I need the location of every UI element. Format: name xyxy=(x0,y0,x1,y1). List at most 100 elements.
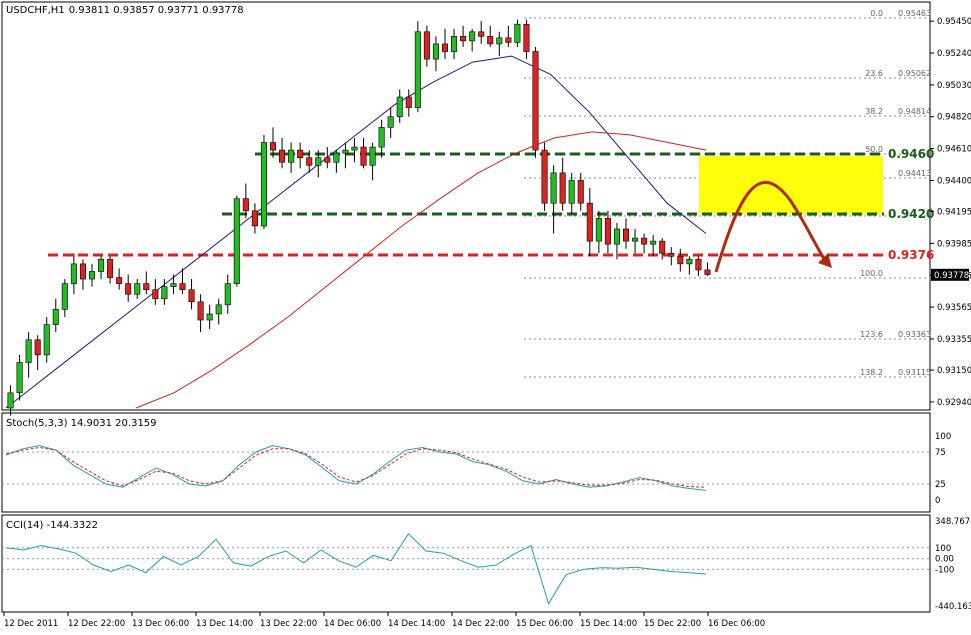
candle-bear xyxy=(460,36,467,42)
current-price-marker xyxy=(931,268,969,281)
candle-bull xyxy=(496,37,503,45)
stoch-tick-label: 25 xyxy=(935,480,946,490)
candle-bull xyxy=(25,339,32,363)
label-0-9460: 0.9460 xyxy=(888,147,934,161)
candle-bull xyxy=(224,283,231,306)
time-tick-label: 16 Dec 06:00 xyxy=(708,619,765,629)
price-tick-label: 0.95450 xyxy=(937,17,971,27)
fib-ratio-label: 23.6 xyxy=(865,69,883,78)
candle-bear xyxy=(505,37,512,43)
candle-bull xyxy=(288,149,295,163)
candle-bull xyxy=(432,43,439,60)
axis-layer: 0.95450 0.95240 0.95030 0.94820 0.94610 0.944… xyxy=(3,17,971,629)
candle-bear xyxy=(251,210,258,227)
fib-price-label: 0.95062 xyxy=(898,69,931,78)
candle-bull xyxy=(342,149,349,154)
time-tick-label: 12 Dec 2011 xyxy=(4,619,58,629)
candle-bull xyxy=(70,263,77,284)
cci-panel xyxy=(1,514,931,613)
candle-bear xyxy=(197,301,204,321)
candle-bear xyxy=(586,202,593,242)
candle-bear xyxy=(143,283,150,290)
price-tick-label: 0.93985 xyxy=(937,239,971,249)
time-tick-label: 14 Dec 14:00 xyxy=(388,619,445,629)
price-tick-label: 0.94610 xyxy=(937,145,971,155)
candle-bear xyxy=(279,149,286,163)
time-tick-label: 15 Dec 06:00 xyxy=(516,619,573,629)
candle-bull xyxy=(369,146,376,166)
candle-bull xyxy=(414,31,421,108)
candle-bull xyxy=(595,218,602,242)
forecast-arrow xyxy=(714,180,828,273)
moving-average-layer xyxy=(5,55,707,409)
candle-bull xyxy=(88,271,96,280)
resistance-zone xyxy=(699,156,883,214)
candle-bull xyxy=(568,180,575,204)
candle-bear xyxy=(423,31,430,60)
candle-bear xyxy=(622,228,630,242)
price-tick-label: 0.93150 xyxy=(937,366,971,376)
candle-bear xyxy=(34,339,41,356)
stoch-layer: 100 75 25 0 xyxy=(2,432,951,506)
candle-bear xyxy=(179,283,186,290)
label-0-9420: 0.9420 xyxy=(888,207,934,221)
candle-bull xyxy=(378,127,385,148)
candle-bear xyxy=(125,283,132,295)
candle-bull xyxy=(233,198,240,284)
candle-bull xyxy=(161,286,168,300)
moving-average-fast xyxy=(5,55,707,409)
fib-ratio-label: 138.2 xyxy=(860,368,883,377)
cci-tick-label: -440.163 xyxy=(935,602,971,612)
candle-bear xyxy=(659,240,666,254)
candle-bull xyxy=(134,283,141,295)
moving-average-slow xyxy=(135,131,707,409)
fib-ratio-label: 123.6 xyxy=(860,330,883,339)
candle-bear xyxy=(641,237,648,245)
stoch-main-line xyxy=(5,445,707,491)
stoch-tick-label: 100 xyxy=(935,432,951,442)
price-tick-label: 0.93565 xyxy=(937,303,971,313)
candle-bear xyxy=(577,180,584,204)
label-0-9376: 0.9376 xyxy=(888,248,934,262)
time-tick-label: 14 Dec 06:00 xyxy=(324,619,381,629)
candle-bull xyxy=(469,31,476,42)
candle-bear xyxy=(324,157,331,163)
candle-bear xyxy=(668,252,675,257)
cci-label: CCI(14) -144.3322 xyxy=(6,520,98,531)
candle-bear xyxy=(604,218,611,245)
candle-bull xyxy=(396,96,403,118)
candle-bear xyxy=(677,256,684,265)
candle-bull xyxy=(43,324,50,356)
time-tick-label: 15 Dec 14:00 xyxy=(580,619,637,629)
stoch-signal-line xyxy=(5,446,707,488)
fib-ratio-label: 50.0 xyxy=(865,145,883,154)
price-tick-label: 0.94820 xyxy=(937,113,971,123)
price-tick-label: 0.94195 xyxy=(937,208,971,218)
candle-bear xyxy=(695,259,702,271)
candle-bear xyxy=(532,51,539,151)
fib-price-label: 0.94413 xyxy=(898,169,931,178)
time-tick-label: 13 Dec 22:00 xyxy=(260,619,317,629)
annotation-layer: 0.9460 0.9420 0.9376 xyxy=(48,147,934,273)
price-tick-label: 0.93355 xyxy=(937,335,971,345)
time-tick-label: 15 Dec 22:00 xyxy=(644,619,701,629)
candle-bear xyxy=(269,142,277,151)
stoch-panel xyxy=(1,412,931,513)
candle-bull xyxy=(387,116,394,128)
time-tick-label: 12 Dec 22:00 xyxy=(68,619,125,629)
candle-bull xyxy=(7,392,14,409)
time-tick-label: 13 Dec 14:00 xyxy=(196,619,253,629)
candle-bull xyxy=(686,259,693,265)
fib-ratio-label: 100.0 xyxy=(860,269,883,278)
candle-bull xyxy=(98,259,105,272)
candle-bull xyxy=(514,23,521,43)
candle-bear xyxy=(79,263,86,280)
candlestick-layer xyxy=(7,19,711,416)
candle-bear xyxy=(107,259,114,278)
candle-bear xyxy=(297,149,304,158)
candle-bull xyxy=(351,146,358,151)
price-tick-label: 0.94400 xyxy=(937,176,971,186)
fib-ratio-label: 0.0 xyxy=(870,9,883,18)
